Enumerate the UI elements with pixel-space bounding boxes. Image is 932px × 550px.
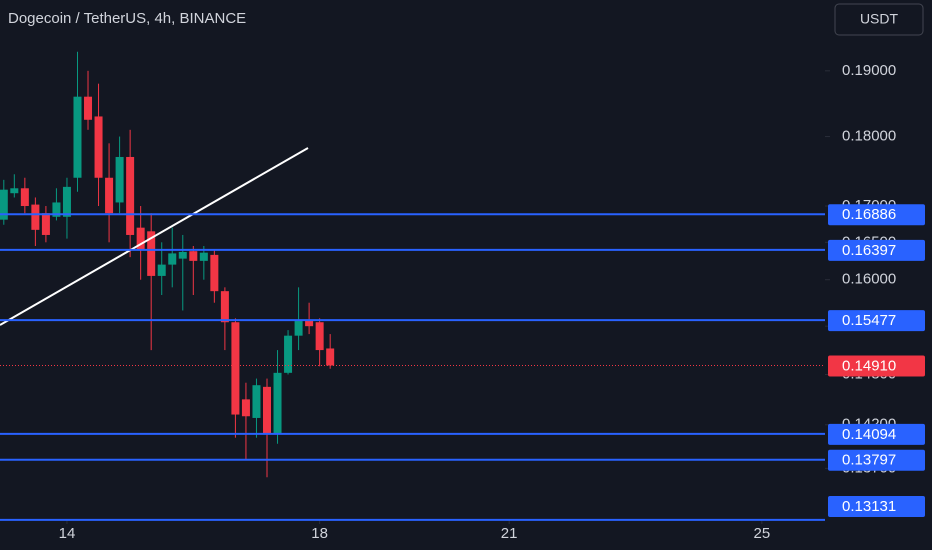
price-label-bg xyxy=(828,355,925,377)
candle-body xyxy=(210,254,219,292)
candle-body xyxy=(326,348,335,366)
candle-body xyxy=(294,319,303,336)
candle-body xyxy=(10,188,19,194)
y-tick-label: 0.19000 xyxy=(842,62,896,79)
x-tick-label: 21 xyxy=(501,525,518,542)
candle-body xyxy=(136,227,145,250)
candle-body xyxy=(189,251,198,261)
candle-body xyxy=(126,156,135,235)
price-label-bg xyxy=(828,239,925,261)
candle-body xyxy=(147,231,156,276)
candle-body xyxy=(115,156,124,203)
price-label-bg xyxy=(828,204,925,226)
x-tick-label: 18 xyxy=(311,525,328,542)
candle-body xyxy=(84,96,93,120)
level-layer: 0.16886 0.16397 0.15477 0.14094 0.13797 0.131… xyxy=(0,204,925,521)
candle-body xyxy=(73,96,82,178)
price-label: 0.15477 xyxy=(842,312,896,329)
candle-body xyxy=(41,213,50,235)
currency-button[interactable] xyxy=(834,3,924,36)
price-label: 0.14910 xyxy=(842,357,896,374)
x-tick-label: 14 xyxy=(59,525,76,542)
candle-body xyxy=(305,319,314,327)
price-label: 0.14094 xyxy=(842,426,896,443)
candle-body xyxy=(168,253,177,265)
candle-body xyxy=(252,385,261,418)
price-label: 0.13797 xyxy=(842,452,896,469)
price-label-bg xyxy=(828,496,925,517)
candle-body xyxy=(231,322,240,415)
currency-label[interactable]: USDT xyxy=(860,11,899,27)
candle-body xyxy=(199,252,208,261)
y-tick-label: 0.16000 xyxy=(842,271,896,288)
candle-body xyxy=(62,186,71,217)
price-label-bg xyxy=(828,449,925,471)
candle-body xyxy=(220,291,229,323)
y-tick-label: 0.18000 xyxy=(842,128,896,145)
candle-body xyxy=(94,116,103,178)
candle-body xyxy=(262,386,272,434)
candle-body xyxy=(31,204,40,230)
price-label: 0.13131 xyxy=(842,498,896,515)
price-label-bg xyxy=(828,310,925,332)
candle-body xyxy=(0,189,8,220)
trend-line xyxy=(0,147,309,326)
candle-body xyxy=(315,322,324,351)
x-tick-label: 25 xyxy=(753,525,770,542)
candle-body xyxy=(157,264,166,276)
candle-body xyxy=(178,251,187,259)
candle-body xyxy=(20,188,29,207)
price-label: 0.16886 xyxy=(842,206,896,223)
candle-body xyxy=(105,177,114,214)
price-label-bg xyxy=(828,423,925,445)
candle-body xyxy=(273,372,282,434)
price-label: 0.16397 xyxy=(842,242,896,259)
candle-body xyxy=(241,399,250,417)
chart-title: Dogecoin / TetherUS, 4h, BINANCE xyxy=(8,10,246,27)
candle-body xyxy=(52,202,61,217)
mark-layer xyxy=(0,51,335,478)
candle-body xyxy=(284,335,293,373)
